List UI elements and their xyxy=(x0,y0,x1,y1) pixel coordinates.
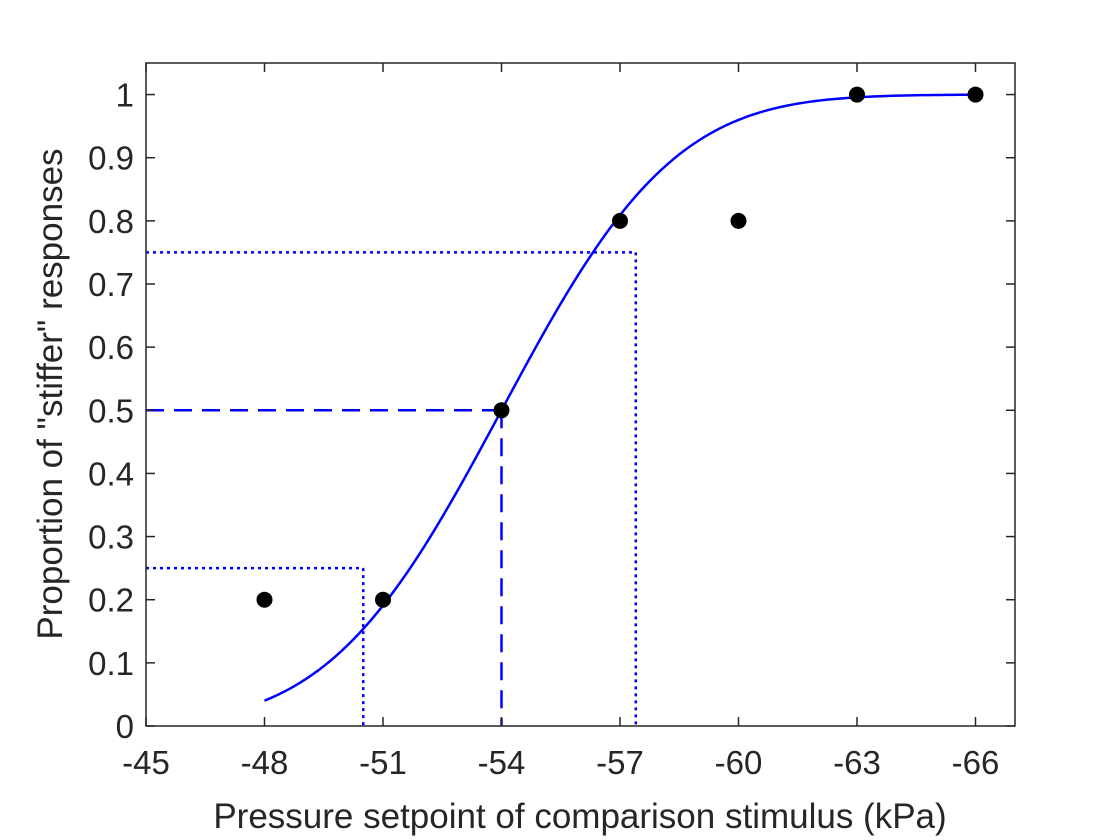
x-axis-label: Pressure setpoint of comparison stimulus… xyxy=(213,797,946,836)
data-point xyxy=(256,591,273,608)
x-tick-label: -54 xyxy=(478,744,526,781)
x-tick-label: -48 xyxy=(241,744,289,781)
x-tick-label: -51 xyxy=(359,744,407,781)
y-tick-label: 0.3 xyxy=(88,519,134,556)
data-points xyxy=(256,86,984,608)
y-tick-label: 0.7 xyxy=(88,266,134,303)
x-tick-label: -45 xyxy=(122,744,170,781)
y-tick-label: 0.4 xyxy=(88,455,134,492)
x-tick-label: -60 xyxy=(715,744,763,781)
y-tick-label: 0.9 xyxy=(88,140,134,177)
y-tick-label: 0 xyxy=(116,708,134,745)
plot-frame xyxy=(145,62,1016,727)
data-point xyxy=(849,86,865,103)
y-tick-label: 0.2 xyxy=(88,582,134,619)
y-axis-label: Proportion of "stiffer" responses xyxy=(31,148,70,639)
y-tick-label: 0.5 xyxy=(88,392,134,429)
axis-ticks: -45 -48 -51 -54 -57 -60 -63 -66 0 0.1 0.2 0.3 0.4 0.5… xyxy=(88,63,1015,781)
x-tick-label: -63 xyxy=(833,744,881,781)
data-point xyxy=(730,212,747,229)
data-point xyxy=(493,402,510,419)
y-tick-label: 0.1 xyxy=(88,645,134,682)
y-tick-label: 0.8 xyxy=(88,203,134,240)
data-point xyxy=(967,86,984,103)
plot-area xyxy=(146,63,1015,726)
reference-lines xyxy=(146,251,638,726)
data-point xyxy=(612,212,628,229)
x-tick-label: -66 xyxy=(952,744,1000,781)
data-point xyxy=(375,591,391,608)
y-tick-label: 0.6 xyxy=(88,329,134,366)
x-tick-label: -57 xyxy=(596,744,644,781)
y-tick-label: 1 xyxy=(116,77,134,114)
